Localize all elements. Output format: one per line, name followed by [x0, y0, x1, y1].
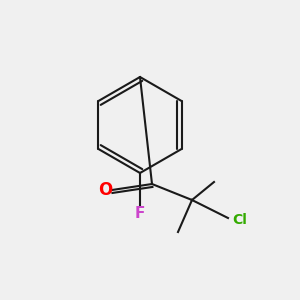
Text: O: O: [98, 181, 112, 199]
Text: Cl: Cl: [232, 213, 247, 227]
Text: F: F: [135, 206, 145, 221]
